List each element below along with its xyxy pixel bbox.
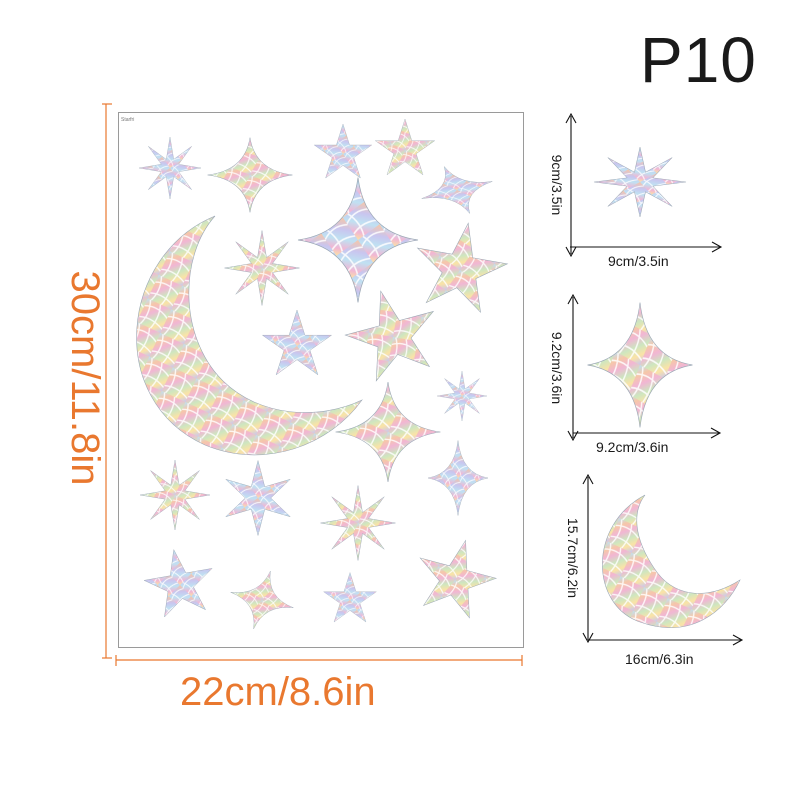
- sheet-star: [221, 562, 303, 638]
- sheet-star: [224, 230, 300, 306]
- sheet-star: [427, 440, 489, 516]
- detail-eight-point-star: [593, 146, 687, 218]
- detail-1-width-label: 9cm/3.5in: [608, 253, 669, 269]
- sheet-star: [323, 572, 377, 623]
- sheet-star: [262, 309, 332, 376]
- sheet-width-label: 22cm/8.6in: [180, 670, 376, 714]
- detail-four-point-star: [586, 301, 694, 429]
- detail-dimension-arrows: [565, 112, 744, 646]
- sheet-star: [313, 123, 373, 179]
- detail-2-height-label: 9.2cm/3.6in: [549, 331, 565, 405]
- detail-crescent-moon: [602, 494, 741, 628]
- sheet-star: [334, 381, 442, 483]
- sheet-star: [139, 459, 211, 531]
- sheet-star: [139, 543, 220, 620]
- sheet-crescent-moon: [136, 215, 363, 456]
- sheet-height-label: 30cm/11.8in: [63, 270, 107, 486]
- detail-2-width-label: 9.2cm/3.6in: [596, 439, 669, 455]
- sheet-star: [436, 370, 488, 422]
- detail-3-height-label: 15.7cm/6.2in: [565, 517, 581, 599]
- sheet-stickers: [136, 118, 514, 638]
- sheet-star: [408, 529, 505, 623]
- detail-1-height-label: 9cm/3.5in: [549, 154, 565, 216]
- sheet-star: [320, 485, 396, 561]
- sheet-star: [408, 157, 506, 223]
- sheet-brand-label: Starfri: [121, 117, 135, 123]
- sheet-dimension-lines: [102, 103, 523, 666]
- sheet-star: [207, 137, 293, 213]
- detail-3-width-label: 16cm/6.3in: [625, 651, 694, 667]
- sheet-star: [297, 176, 419, 304]
- sheet-star: [374, 118, 436, 176]
- sheet-star: [225, 460, 291, 536]
- product-title: P10: [640, 24, 757, 96]
- sheet-star: [408, 214, 514, 316]
- sheet-star: [138, 136, 202, 200]
